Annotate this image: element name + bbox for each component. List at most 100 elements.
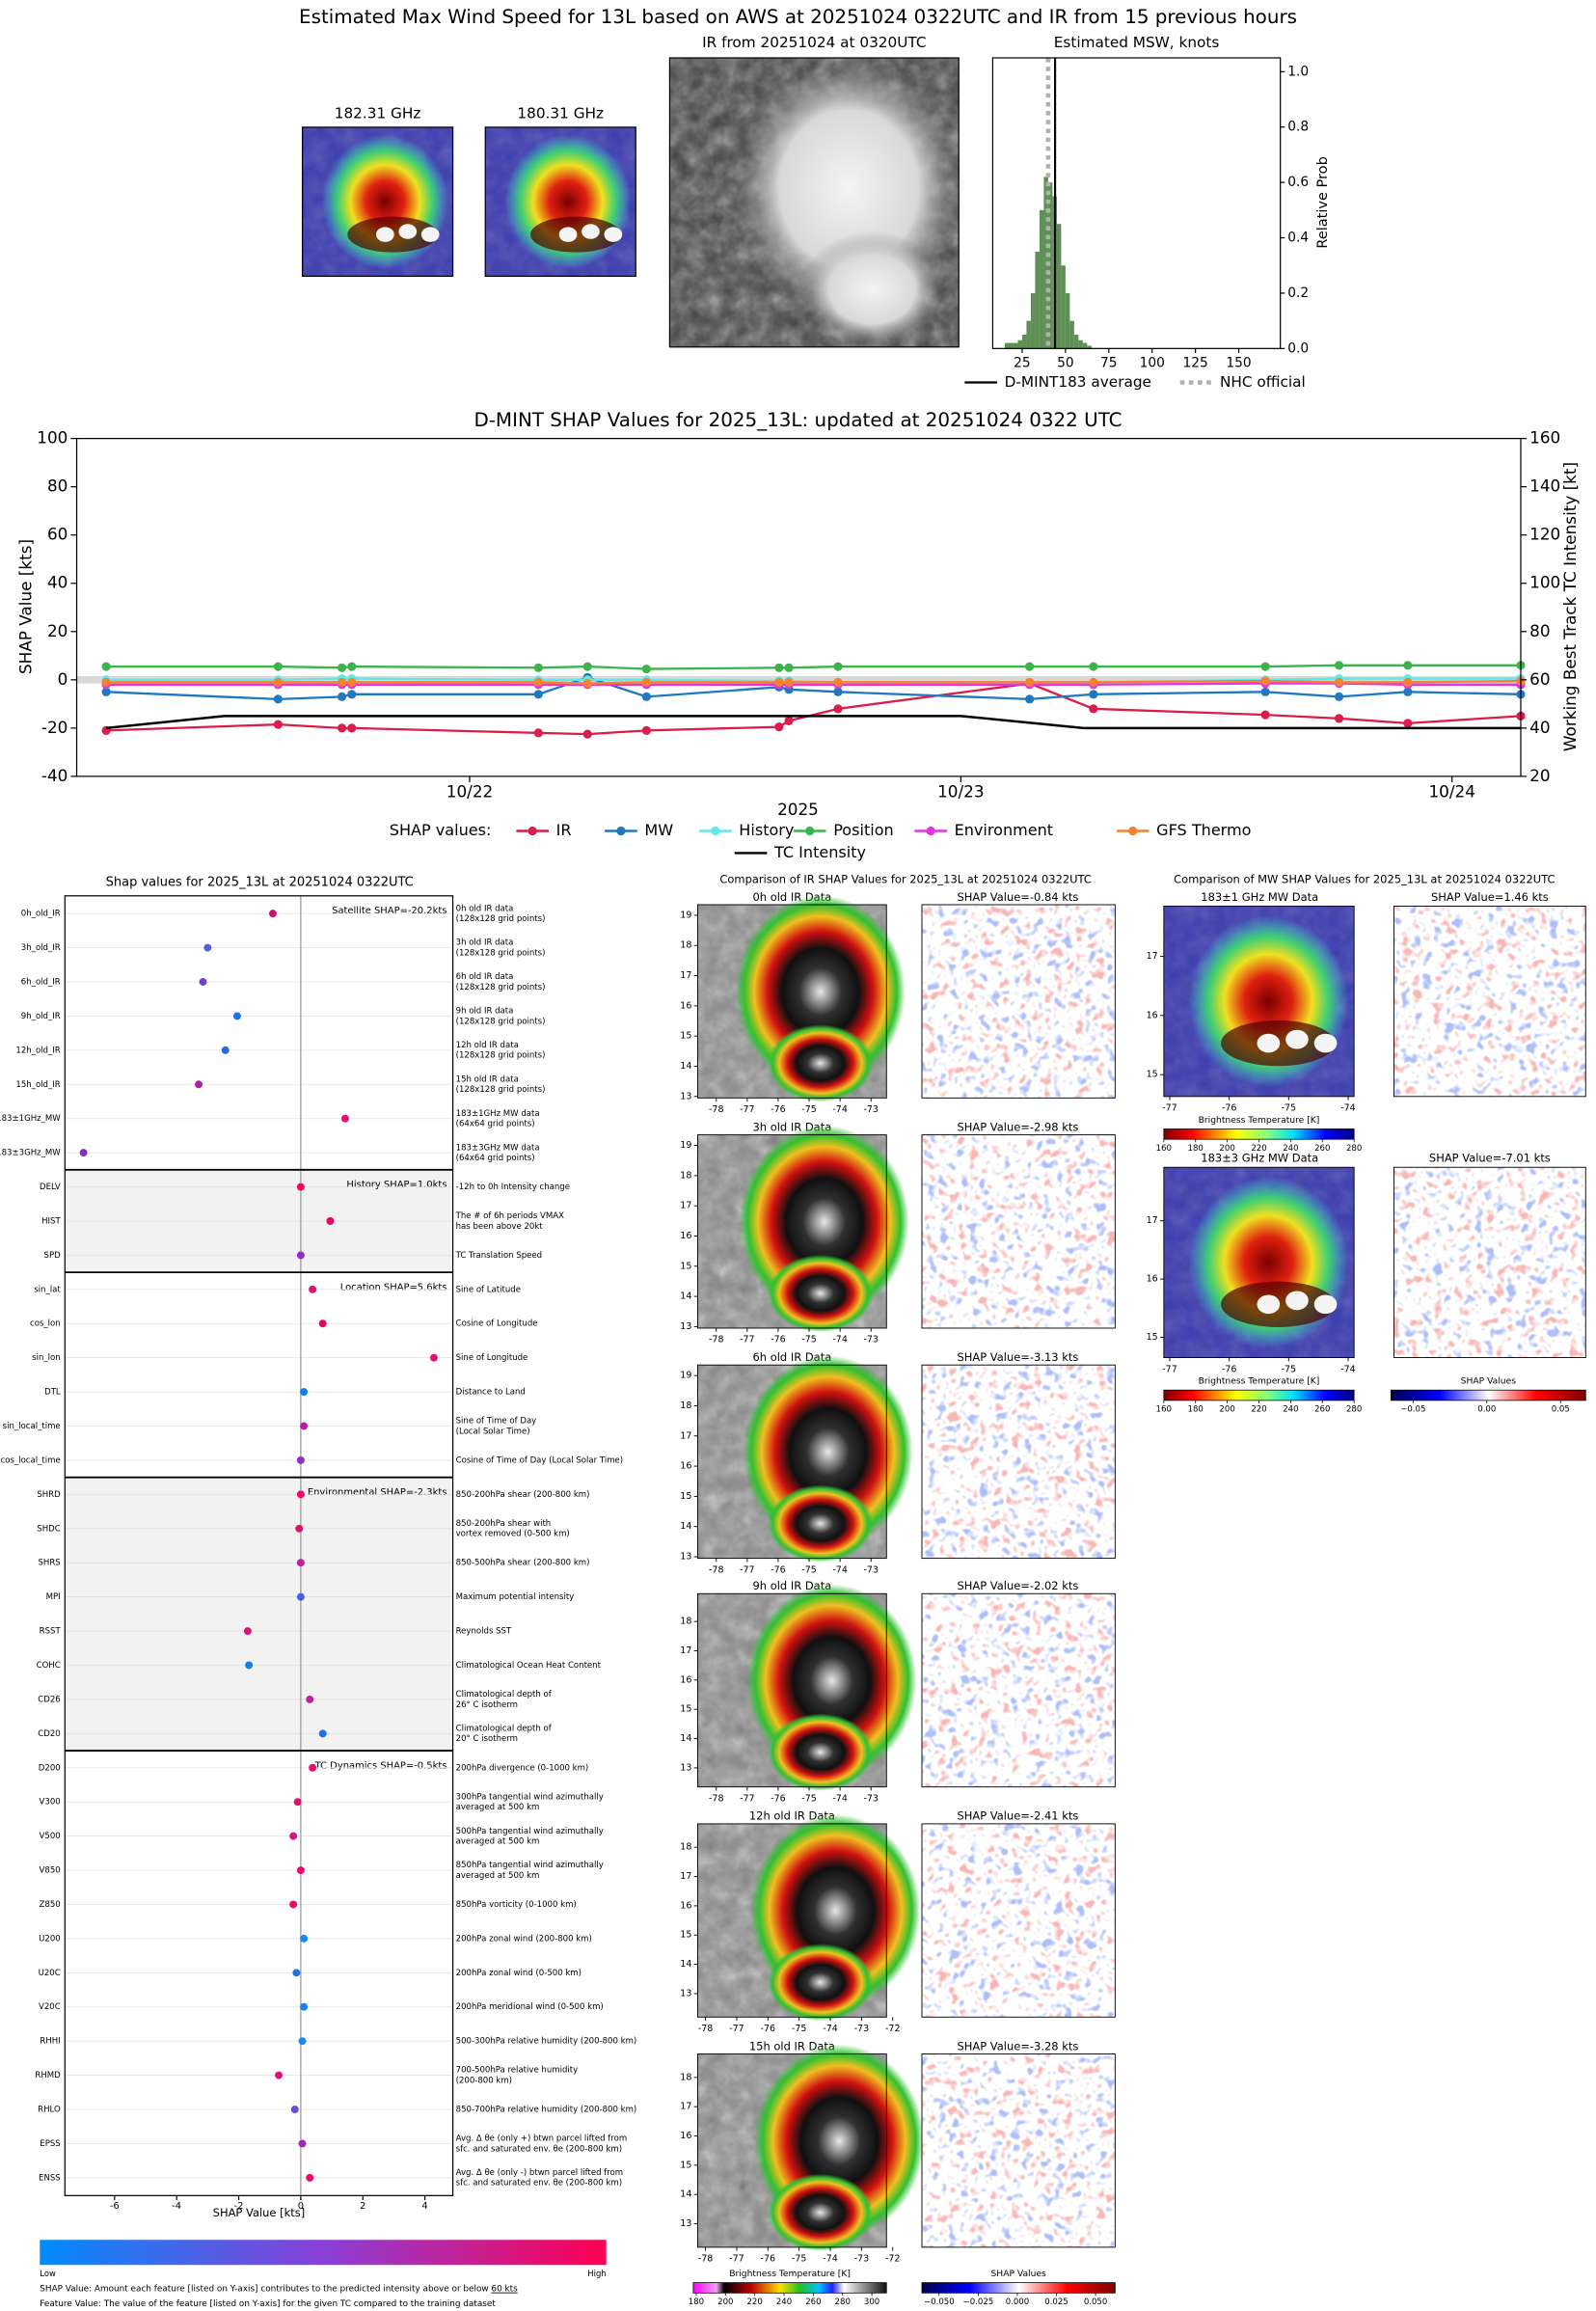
feature-dot bbox=[296, 1251, 305, 1260]
y2-tick-label: 40 bbox=[1529, 718, 1550, 737]
histogram-bar bbox=[1021, 334, 1027, 349]
image-title: IR from 20251024 at 0320UTC bbox=[702, 34, 926, 51]
feature-description: 26° C isotherm bbox=[456, 1700, 518, 1710]
colorbar-tick-label: 260 bbox=[805, 2297, 821, 2307]
histogram-bar bbox=[1061, 265, 1066, 349]
colorbar-tick-label: 300 bbox=[864, 2297, 879, 2307]
feature-dot bbox=[245, 1661, 254, 1670]
x-tick-label: -75 bbox=[792, 2254, 806, 2265]
feature-label: U20C bbox=[39, 1969, 61, 1978]
series-marker bbox=[1089, 690, 1098, 699]
series-marker bbox=[347, 677, 357, 687]
legend-label: Environment bbox=[955, 821, 1053, 839]
x-axis-label: SHAP Value [kts] bbox=[213, 2206, 306, 2219]
series-marker bbox=[533, 690, 543, 699]
y-tick-label: 16 bbox=[680, 1674, 691, 1685]
y-tick-label: 13 bbox=[680, 1552, 691, 1563]
y-tick-label: 15 bbox=[680, 1031, 691, 1042]
y-tick-label: 18 bbox=[680, 1842, 691, 1853]
feature-description: -12h to 0h Intensity change bbox=[456, 1183, 570, 1192]
series-marker bbox=[273, 677, 283, 687]
feature-dot bbox=[309, 1763, 317, 1772]
mw-feature bbox=[1257, 1294, 1281, 1315]
histogram-bar bbox=[1017, 340, 1022, 349]
legend-label: NHC official bbox=[1220, 373, 1306, 391]
y2-tick-label: 120 bbox=[1529, 525, 1560, 544]
y-tick-label: 0.4 bbox=[1287, 231, 1309, 246]
x-tick-label: -75 bbox=[801, 1335, 816, 1346]
series-marker bbox=[273, 662, 283, 671]
feature-label: 12h_old_IR bbox=[15, 1046, 60, 1055]
series-marker bbox=[784, 663, 794, 672]
x-tick-label: 0 bbox=[298, 2201, 304, 2212]
y-tick-label: 13 bbox=[680, 1321, 691, 1332]
group-label: Satellite SHAP=-20.2kts bbox=[332, 906, 446, 916]
y2-tick-label: 100 bbox=[1529, 573, 1560, 592]
series-line bbox=[105, 715, 1521, 730]
x-tick-label: -2 bbox=[234, 2201, 244, 2212]
series-marker bbox=[1403, 687, 1413, 696]
series-marker bbox=[784, 716, 794, 725]
colorbar-tick-label: 240 bbox=[1283, 1144, 1298, 1154]
feature-description: 850-200hPa shear (200-800 km) bbox=[456, 1490, 590, 1500]
feature-description: 850-700hPa relative humidity (200-800 km… bbox=[456, 2106, 637, 2115]
feature-dot bbox=[275, 2071, 284, 2080]
feature-label: 0h_old_IR bbox=[21, 910, 61, 919]
x-tick-label: -75 bbox=[801, 1564, 816, 1575]
feature-dot bbox=[298, 2139, 307, 2148]
y-tick-label: 17 bbox=[1147, 951, 1158, 962]
x-tick-label: -74 bbox=[832, 1335, 847, 1346]
x-tick-label: 125 bbox=[1183, 356, 1208, 371]
shap-map-texture bbox=[921, 1365, 1116, 1559]
feature-description: (128x128 grid points) bbox=[456, 1085, 546, 1095]
y-tick-label: 16 bbox=[1147, 1010, 1158, 1020]
feature-dot bbox=[243, 1627, 252, 1636]
x-tick-label: -74 bbox=[1340, 1364, 1355, 1374]
histogram-bar bbox=[1013, 342, 1018, 349]
y-tick-label: -40 bbox=[41, 766, 68, 785]
series-marker bbox=[1089, 662, 1098, 671]
group-label: History SHAP=1.0kts bbox=[346, 1180, 446, 1190]
mw-feature bbox=[1285, 1029, 1309, 1049]
y-tick-label: 15 bbox=[680, 1491, 691, 1502]
series-marker bbox=[337, 677, 347, 687]
feature-dot bbox=[326, 1216, 335, 1225]
feature-description: Climatological depth of bbox=[456, 1690, 553, 1699]
x-tick-label: -73 bbox=[863, 1793, 878, 1804]
series-marker bbox=[533, 677, 543, 687]
x-tick-label: -76 bbox=[771, 1335, 785, 1346]
colorbar-tick-label: 280 bbox=[1346, 1405, 1362, 1415]
feature-description: 850hPa tangential wind azimuthally bbox=[456, 1861, 604, 1870]
y-tick-label: 0.2 bbox=[1287, 285, 1309, 301]
feature-description: 12h old IR data bbox=[456, 1041, 519, 1050]
histogram-bar bbox=[1039, 209, 1044, 349]
x-tick-label: 2 bbox=[360, 2201, 365, 2212]
x-tick-label: -77 bbox=[1162, 1364, 1177, 1374]
y-tick-label: 17 bbox=[680, 970, 691, 981]
y-tick-label: 18 bbox=[680, 940, 691, 951]
x-tick-label: -75 bbox=[1282, 1364, 1296, 1374]
feature-label: ENSS bbox=[39, 2173, 61, 2183]
legend-label: TC Intensity bbox=[773, 843, 867, 861]
y-axis-label: Relative Prob bbox=[1315, 156, 1331, 248]
axes-frame bbox=[301, 126, 454, 277]
legend-label: History bbox=[739, 821, 795, 839]
x-tick-label: -77 bbox=[729, 2024, 744, 2034]
x-tick-label: 25 bbox=[1014, 356, 1031, 371]
feature-description: sfc. and saturated env. θe (200-800 km) bbox=[456, 2179, 622, 2189]
axes-frame bbox=[1163, 906, 1355, 1098]
feature-label: SHRD bbox=[37, 1490, 61, 1500]
feature-description: 9h old IR data bbox=[456, 1007, 514, 1017]
x-tick-label: -76 bbox=[771, 1793, 785, 1804]
footnote: Feature Value: The value of the feature … bbox=[40, 2299, 496, 2309]
series-marker bbox=[774, 722, 784, 732]
colorbar-tick-label: 160 bbox=[1156, 1144, 1172, 1154]
y-tick-label: 19 bbox=[680, 1371, 691, 1381]
y-tick-label: 19 bbox=[680, 910, 691, 920]
feature-label: cos_lon bbox=[30, 1319, 61, 1329]
colorbar-tick-label: 220 bbox=[746, 2297, 762, 2307]
y-tick-label: 0 bbox=[58, 669, 68, 689]
feature-label: Z850 bbox=[40, 1900, 61, 1910]
y-tick-label: 17 bbox=[680, 1430, 691, 1441]
